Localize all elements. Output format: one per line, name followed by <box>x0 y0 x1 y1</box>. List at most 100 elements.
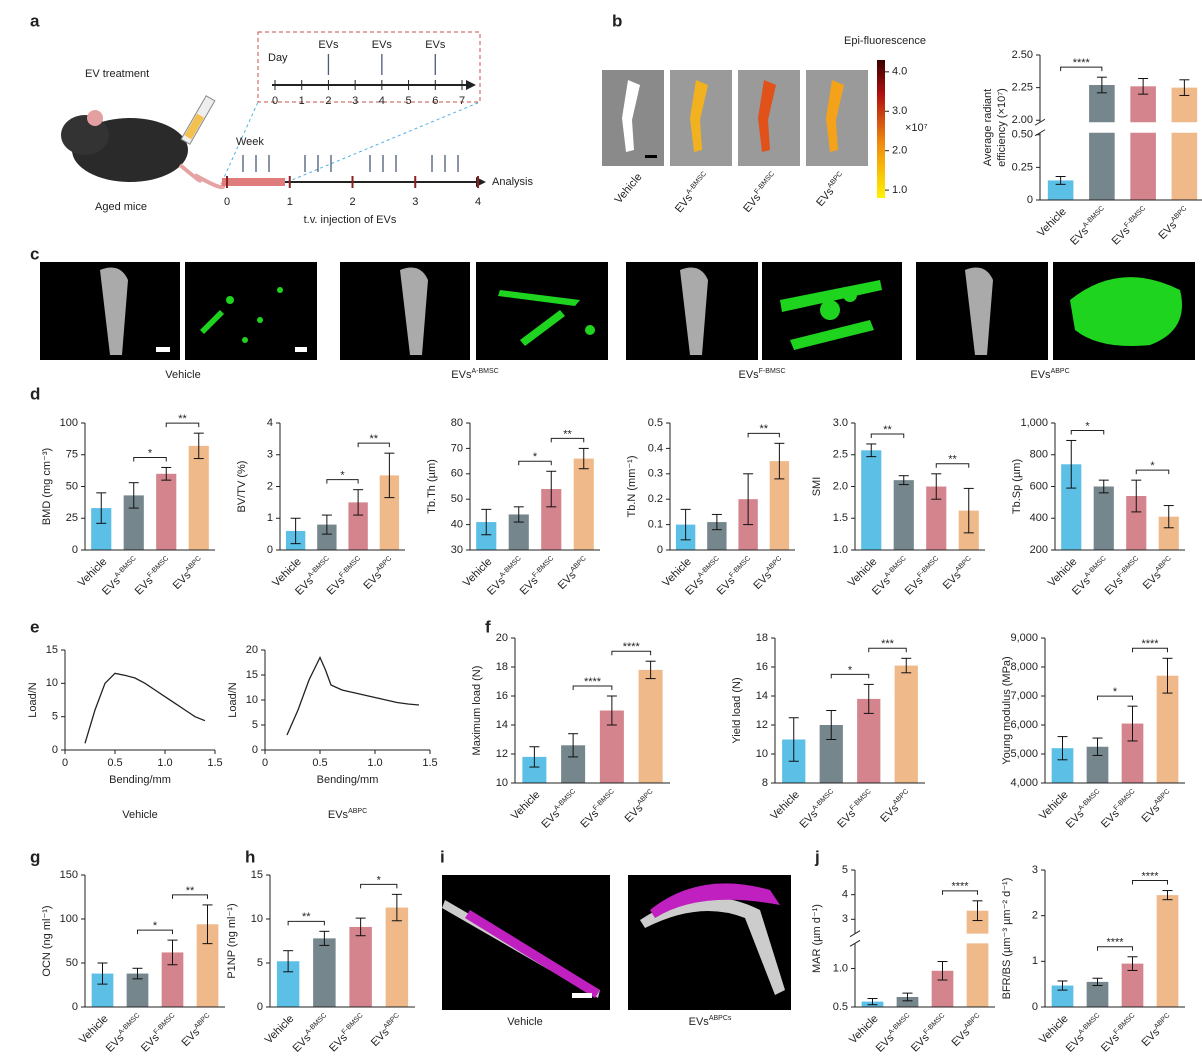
y-tick-label: 10 <box>251 913 263 925</box>
y-tick-label: 200 <box>1030 544 1048 556</box>
bar <box>1093 486 1114 550</box>
x-tick-label-superscript: ABPC <box>375 555 393 573</box>
x-tick-label-superscript: ABPC <box>1155 555 1173 573</box>
image-label-main: EVs <box>814 185 836 209</box>
x-tick-label: EVsABPC <box>751 555 788 592</box>
y-tick-label: 0 <box>657 544 663 556</box>
y-tick-label: 5 <box>842 864 848 876</box>
y-tick-label: 15 <box>246 669 258 681</box>
x-tick-label: EVsABPC <box>555 555 592 592</box>
panel-letter: a <box>30 11 40 30</box>
y-tick-label: 1,000 <box>1020 417 1048 429</box>
significance-label: ** <box>759 423 768 435</box>
y-tick-label: 0 <box>267 544 273 556</box>
x-tick-label-superscript: F-BMSC <box>923 1012 947 1036</box>
x-tick-label-superscript: A-BMSC <box>304 1012 328 1036</box>
y-tick-label: 4 <box>842 889 848 901</box>
significance-bracket <box>1070 429 1105 435</box>
y-axis-label: Yield load (N) <box>731 677 743 743</box>
y-tick-label: 14 <box>496 719 508 731</box>
significance-label: * <box>1085 420 1090 432</box>
week-number: 1 <box>287 196 293 208</box>
y-tick-label: 50 <box>451 493 463 505</box>
y-tick-label: 16 <box>496 690 508 702</box>
significance-label: ** <box>186 885 195 897</box>
significance-label: **** <box>623 641 641 653</box>
x-tick-label-superscript: A-BMSC <box>1084 555 1108 579</box>
mouse-illustration <box>61 95 226 190</box>
caption-superscript: ABPC <box>348 808 367 815</box>
panel-letter: c <box>30 244 39 263</box>
significance-label: * <box>533 451 538 463</box>
x-tick-label: EVsF-BMSC <box>714 555 756 597</box>
significance-bracket <box>326 479 359 484</box>
x-tick-label: EVsF-BMSC <box>1099 1012 1141 1054</box>
ev-label: EVs <box>372 39 393 51</box>
y-tick-label: 2.00 <box>1012 114 1033 126</box>
significance-bracket <box>870 433 905 438</box>
y-tick-label: 70 <box>451 442 463 454</box>
y-axis-label: Average radiant <box>982 89 994 166</box>
x-tick-label-superscript: A-BMSC <box>1082 205 1106 229</box>
panel-letter: f <box>485 617 491 636</box>
bar <box>857 698 881 783</box>
bar <box>1047 180 1074 200</box>
y-tick-label: 60 <box>451 468 463 480</box>
x-tick-label: EVsF-BMSC <box>1109 205 1151 247</box>
image-label: EVsF-BMSC <box>741 171 781 215</box>
x-tick-label-superscript: F-BMSC <box>1123 205 1147 229</box>
x-tick-label: Vehicle <box>847 1013 881 1047</box>
x-tick-label-main: Vehicle <box>1037 789 1071 823</box>
x-tick-label-superscript: ABPC <box>1153 1012 1171 1030</box>
bar <box>1051 985 1074 1007</box>
significance-bracket <box>1132 647 1168 653</box>
y-tick-label: 9,000 <box>1010 632 1038 644</box>
significance-bracket <box>287 920 325 926</box>
x-tick-label: EVsA-BMSC <box>873 1012 915 1054</box>
significance-bracket <box>830 673 870 679</box>
colorbar-title: Epi-fluorescence <box>844 35 926 47</box>
x-tick-label: EVsF-BMSC <box>835 788 877 830</box>
day-number: 1 <box>299 95 305 107</box>
x-tick-label-superscript: ABPC <box>185 555 203 573</box>
x-tick-label: Vehicle <box>509 789 543 823</box>
y-tick-label: 1 <box>1032 955 1038 967</box>
axis-break <box>1034 122 1202 133</box>
ev-label: EVs <box>318 39 339 51</box>
y-tick-label: 0 <box>257 1001 263 1013</box>
colorbar-exponent: ×10⁷ <box>905 122 928 134</box>
y-tick-label: 1 <box>267 512 273 524</box>
y-tick-label: 2 <box>267 480 273 492</box>
y-axis-label: Load/N <box>227 682 239 718</box>
significance-label: *** <box>881 638 895 650</box>
x-tick-label-main: Vehicle <box>847 1013 881 1047</box>
y-tick-label: 4,000 <box>1010 777 1038 789</box>
day-number: 5 <box>406 95 412 107</box>
bar <box>966 910 989 1007</box>
ev-label: EVs <box>425 39 446 51</box>
y-tick-label: 15 <box>46 644 58 656</box>
x-axis-label: Bending/mm <box>109 774 171 786</box>
x-tick-label-main: Vehicle <box>509 789 543 823</box>
bar <box>1156 895 1179 1007</box>
x-tick-label: EVsF-BMSC <box>902 555 944 597</box>
analysis-label: Analysis <box>492 176 533 188</box>
day-number: 4 <box>379 95 385 107</box>
image-label: Vehicle <box>165 369 200 381</box>
x-tick-label-superscript: A-BMSC <box>499 555 523 579</box>
y-tick-label: 10 <box>496 777 508 789</box>
x-axis-label: Bending/mm <box>317 774 379 786</box>
bar <box>379 475 400 550</box>
y-axis-label: Load/N <box>27 682 39 718</box>
bar <box>1051 748 1074 783</box>
bar <box>1171 87 1198 200</box>
significance-label: ** <box>178 413 187 425</box>
y-tick-label: 400 <box>1030 512 1048 524</box>
x-tick-label-superscript: F-BMSC <box>1117 555 1141 579</box>
bar <box>317 524 337 550</box>
x-tick-label: EVsABPC <box>368 1012 405 1049</box>
significance-bracket <box>572 685 613 690</box>
y-tick-label: 5 <box>257 957 263 969</box>
bar <box>91 973 114 1007</box>
caption-main: EVs <box>328 809 349 821</box>
